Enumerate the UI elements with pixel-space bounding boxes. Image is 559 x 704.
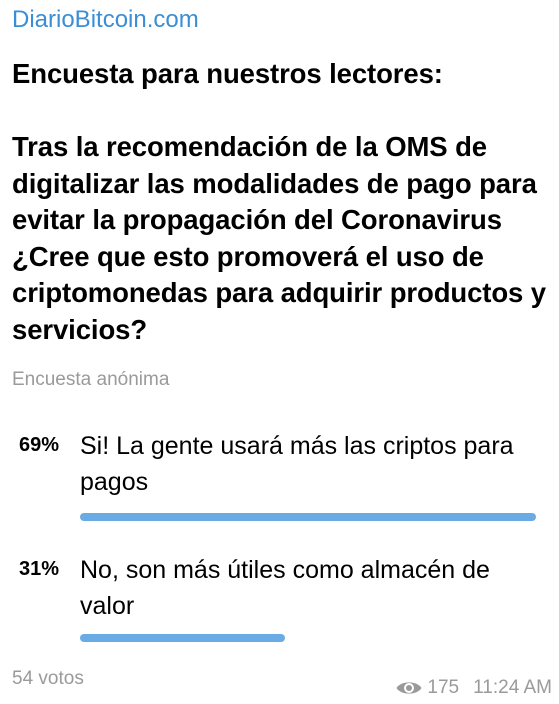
poll-question: Encuesta para nuestros lectores: Tras la…: [12, 58, 546, 345]
vote-count: 54 votos: [12, 668, 84, 689]
result-bar: [80, 634, 285, 642]
poll-type-label: Encuesta anónima: [12, 369, 170, 390]
poll-option-1[interactable]: 69% Si! La gente usará más las criptos p…: [0, 428, 559, 528]
option-percent: 31%: [19, 558, 60, 580]
poll-option-2[interactable]: 31% No, son más útiles como almacén de v…: [0, 552, 559, 652]
option-text: No, son más útiles como almacén de valor: [80, 556, 490, 620]
message-meta: 175 11:24 AM: [395, 677, 552, 699]
view-count: 175: [427, 677, 460, 698]
option-text: Si! La gente usará más las criptos para …: [80, 432, 514, 496]
option-percent: 69%: [19, 434, 60, 456]
channel-name[interactable]: DiarioBitcoin.com: [12, 6, 199, 33]
result-bar: [80, 513, 536, 521]
eye-icon: [396, 682, 422, 694]
message-time: 11:24 AM: [473, 677, 552, 698]
